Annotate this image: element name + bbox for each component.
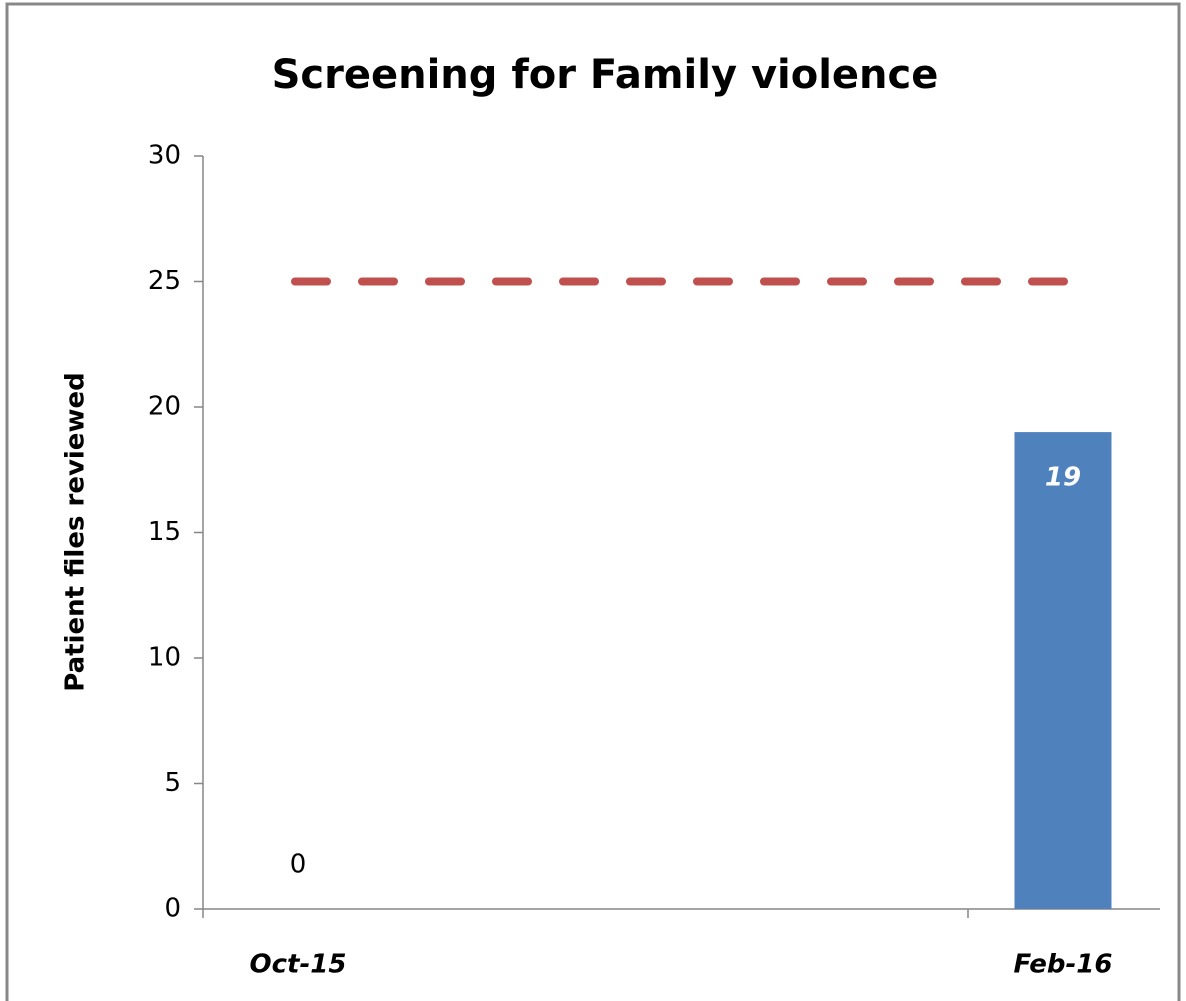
y-axis-label: Patient files reviewed	[61, 372, 91, 691]
y-tick-label: 30	[148, 141, 181, 171]
y-tick-label: 15	[148, 517, 181, 547]
y-tick-label: 5	[164, 768, 181, 798]
x-tick-label: Feb-16	[1014, 950, 1113, 980]
y-tick-label: 20	[148, 392, 181, 422]
y-tick-label: 0	[164, 894, 181, 924]
chart-title: Screening for Family violence	[272, 52, 939, 98]
chart-frame	[5, 2, 1181, 1001]
data-label: 19	[1045, 463, 1081, 493]
y-tick-label: 10	[148, 643, 181, 673]
y-tick-label: 25	[148, 266, 181, 296]
data-label: 0	[290, 850, 307, 880]
x-tick-label: Oct-15	[250, 950, 347, 980]
bar	[1014, 432, 1112, 909]
